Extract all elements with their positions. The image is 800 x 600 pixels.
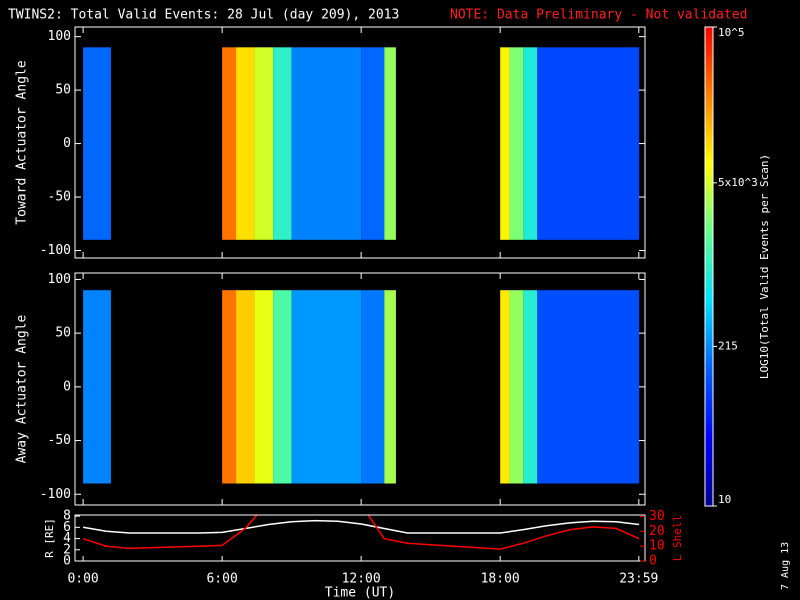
y-tick-label: 0 (63, 136, 71, 151)
x-tick-label: 6:00 (206, 572, 237, 587)
heat-cell (523, 47, 538, 240)
heat-cell (222, 47, 237, 240)
y2-tick-label: 20 (649, 524, 665, 539)
axis-frame (74, 514, 646, 562)
x-tick-label: 18:00 (481, 572, 520, 587)
x-tick-label: 12:00 (342, 572, 381, 587)
y-tick-label: -100 (40, 487, 71, 502)
x-axis-label: Time (UT) (325, 586, 395, 600)
heat-cell (83, 47, 111, 240)
heat-cell (83, 290, 111, 484)
y-axis-label: Toward Actuator Angle (15, 60, 30, 225)
heat-cell (361, 290, 385, 484)
y2-tick-label: 0 (649, 554, 657, 569)
y-tick-label: 100 (48, 272, 71, 287)
y2-axis-label: L Shell (671, 515, 684, 561)
heat-cell (361, 47, 385, 240)
heat-cell (537, 290, 640, 484)
lines (82, 515, 640, 550)
chart-title: TWINS2: Total Valid Events: 28 Jul (day … (8, 8, 399, 23)
y-axis-label: Away Actuator Angle (15, 314, 30, 463)
colorbar-tick-label: 5x10^3 (718, 176, 758, 189)
heat-cell (500, 290, 510, 484)
heat-cell (254, 47, 274, 240)
axis-frame (74, 26, 646, 259)
y-axis-label: R [RE] (43, 518, 56, 558)
y-tick-label: 50 (55, 83, 71, 98)
y2-tick-label: 10 (649, 539, 665, 554)
heat-cell (236, 290, 255, 484)
y-tick-label: -50 (48, 433, 71, 448)
heat-cell (384, 290, 396, 484)
y-tick-label: 8 (63, 509, 71, 524)
x-tick-label: 0:00 (67, 572, 98, 587)
y2-tick-label: 30 (649, 509, 665, 524)
y-tick-label: 2 (63, 542, 71, 557)
heat-cell (523, 290, 538, 484)
heat-cell (537, 47, 640, 240)
heat-cell (273, 47, 292, 240)
heat-cell (509, 290, 524, 484)
colorbar-label: LOG10(Total Valid Events per Scan) (758, 154, 771, 379)
note: NOTE: Data Preliminary - Not validated (450, 8, 747, 23)
heat-cell (236, 47, 255, 240)
y-tick-label: 50 (55, 326, 71, 341)
y-tick-label: 4 (63, 531, 71, 546)
y-tick-label: 0 (63, 554, 71, 569)
series-line (82, 515, 640, 550)
y-tick-label: -100 (40, 243, 71, 258)
colorbar-tick-label: 10 (718, 493, 731, 506)
heat-cell (254, 290, 274, 484)
heat-cell (222, 290, 237, 484)
x-tick-label: 23:59 (619, 572, 658, 587)
heat-cell (291, 290, 362, 484)
y-tick-label: -50 (48, 190, 71, 205)
heat-cell (384, 47, 396, 240)
date-stamp: 7 Aug 13 (780, 542, 791, 590)
colorbar-tick-label: 10^5 (718, 26, 745, 39)
heat-cell (500, 47, 510, 240)
colorbar (704, 26, 714, 507)
colorbar-tick-label: 215 (718, 339, 738, 352)
heat-cell (509, 47, 524, 240)
heat-cell (273, 290, 292, 484)
y-tick-label: 6 (63, 520, 71, 535)
y-tick-label: 100 (48, 29, 71, 44)
series-line (82, 519, 640, 534)
axis-frame (74, 272, 646, 506)
heat-cell (291, 47, 362, 240)
y-tick-label: 0 (63, 379, 71, 394)
